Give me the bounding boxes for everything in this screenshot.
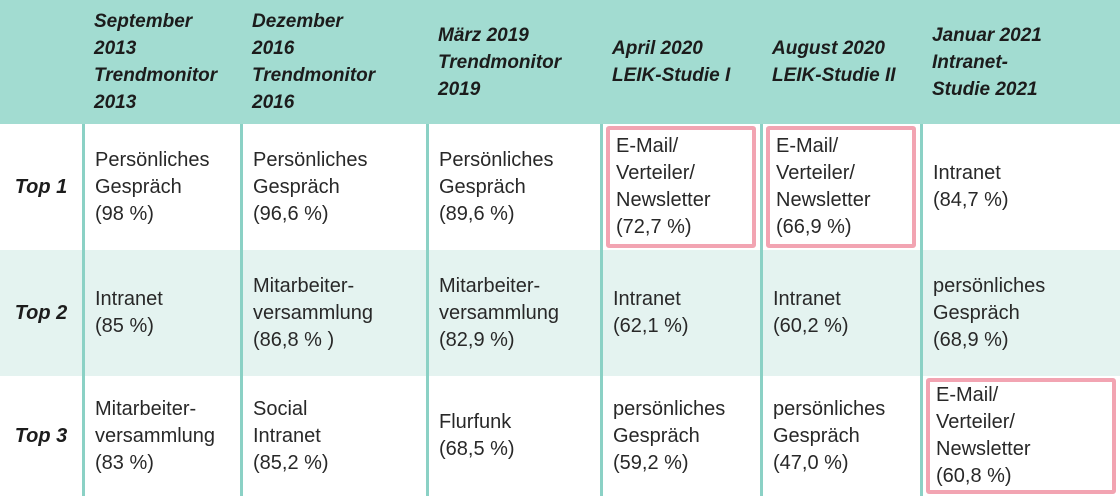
row-label-top-1: Top 1 — [14, 175, 68, 198]
highlight-box: E-Mail/ Verteiler/ Newsletter (66,9 %) — [766, 126, 916, 248]
cell-top1-trendmonitor-2019: Persönliches Gespräch (89,6 %) — [426, 124, 600, 250]
cell-top1-intranet-studie-2021: Intranet (84,7 %) — [920, 124, 1120, 250]
cell-top3-trendmonitor-2013: Mitarbeiter- versammlung (83 %) — [82, 376, 240, 496]
cell-top1-leik-studie-2: E-Mail/ Verteiler/ Newsletter (66,9 %) — [760, 124, 920, 250]
cell-top2-trendmonitor-2016: Mitarbeiter- versammlung (86,8 % ) — [240, 250, 426, 376]
header-intranet-studie-2021: Januar 2021 Intranet- Studie 2021 — [920, 0, 1120, 124]
cell-text: E-Mail/ Verteiler/ Newsletter (72,7 %) — [616, 135, 711, 238]
cell-top2-trendmonitor-2019: Mitarbeiter- versammlung (82,9 %) — [426, 250, 600, 376]
cell-top3-trendmonitor-2016: Social Intranet (85,2 %) — [240, 376, 426, 496]
header-trendmonitor-2013: September 2013 Trendmonitor 2013 — [82, 0, 240, 124]
row-label-top-2: Top 2 — [0, 250, 82, 376]
cell-top2-leik-studie-2: Intranet (60,2 %) — [760, 250, 920, 376]
cell-text: E-Mail/ Verteiler/ Newsletter (66,9 %) — [776, 135, 871, 238]
cell-top3-intranet-studie-2021: E-Mail/ Verteiler/ Newsletter (60,8 %) — [920, 376, 1120, 496]
cell-top1-trendmonitor-2016: Persönliches Gespräch (96,6 %) — [240, 124, 426, 250]
highlight-box: E-Mail/ Verteiler/ Newsletter (60,8 %) — [926, 378, 1116, 494]
highlight-box: E-Mail/ Verteiler/ Newsletter (72,7 %) — [606, 126, 756, 248]
cell-top2-intranet-studie-2021: persönliches Gespräch (68,9 %) — [920, 250, 1120, 376]
header-empty-cell — [0, 0, 82, 124]
header-leik-studie-1: April 2020 LEIK-Studie I — [600, 0, 760, 124]
cell-top1-leik-studie-1: E-Mail/ Verteiler/ Newsletter (72,7 %) — [600, 124, 760, 250]
cell-top2-trendmonitor-2013: Intranet (85 %) — [82, 250, 240, 376]
cell-top1-trendmonitor-2013: Persönliches Gespräch (98 %) — [82, 124, 240, 250]
row-label-top-3: Top 3 — [14, 424, 68, 447]
header-leik-studie-2: August 2020 LEIK-Studie II — [760, 0, 920, 124]
cell-top3-leik-studie-2: persönliches Gespräch (47,0 %) — [760, 376, 920, 496]
header-trendmonitor-2016: Dezember 2016 Trendmonitor 2016 — [240, 0, 426, 124]
cell-text: E-Mail/ Verteiler/ Newsletter (60,8 %) — [936, 384, 1031, 487]
cell-top2-leik-studie-1: Intranet (62,1 %) — [600, 250, 760, 376]
header-trendmonitor-2019: März 2019 Trendmonitor 2019 — [426, 0, 600, 124]
cell-top3-trendmonitor-2019: Flurfunk (68,5 %) — [426, 376, 600, 496]
cell-top3-leik-studie-1: persönliches Gespräch (59,2 %) — [600, 376, 760, 496]
